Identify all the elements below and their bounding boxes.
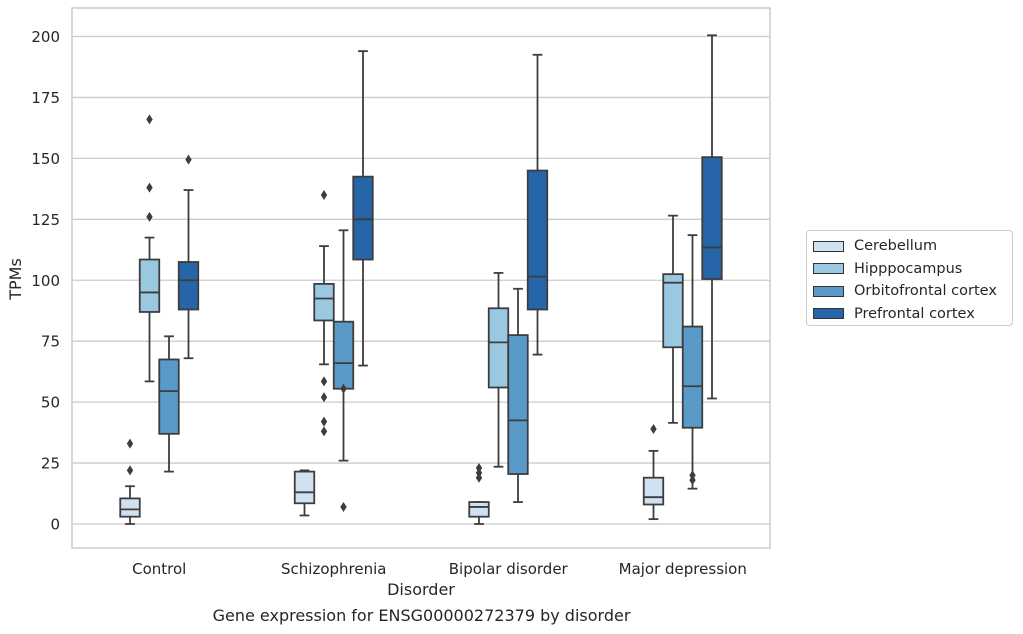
box-control-prefrontal-cortex: [177, 154, 200, 360]
legend-swatch-prefrontal-cortex: [813, 308, 844, 320]
box-body: [507, 334, 529, 475]
box-control-cerebellum: [119, 438, 141, 525]
legend-swatch-orbitofrontal-cortex: [813, 285, 844, 297]
box-body: [293, 470, 316, 505]
box-body: [526, 169, 549, 311]
y-tick-label-125: 125: [31, 211, 60, 229]
box-major-depression-prefrontal-cortex: [701, 34, 723, 400]
legend-item-cerebellum: Cerebellum: [813, 235, 1012, 258]
outlier-point-0: [340, 501, 347, 512]
box-bipolar-disorder-orbitofrontal-cortex: [507, 287, 529, 503]
box-body: [158, 358, 180, 435]
box-body: [642, 476, 665, 506]
box-body: [681, 325, 704, 429]
legend-label-hippocampus: Hipppocampus: [854, 260, 963, 277]
y-tick-labels: 0 25 50 75 100 125 150 175 200: [31, 28, 60, 534]
box-bipolar-disorder-hipppocampus: [487, 272, 510, 468]
outlier-point-0: [650, 423, 657, 434]
outlier-point-3: [320, 376, 328, 387]
box-body: [468, 501, 490, 518]
box-major-depression-orbitofrontal-cortex: [681, 234, 704, 490]
box-schizophrenia-prefrontal-cortex: [352, 50, 374, 367]
outlier-point-1: [340, 383, 347, 394]
outlier-point-0: [126, 465, 134, 476]
y-tick-label-50: 50: [41, 394, 60, 412]
outlier-point-0: [146, 211, 153, 222]
box-body: [138, 258, 161, 313]
y-axis-label: TPMs: [6, 258, 25, 301]
y-tick-label-100: 100: [31, 272, 60, 290]
y-tick-label-25: 25: [41, 455, 60, 473]
legend-label-cerebellum: Cerebellum: [854, 238, 938, 255]
y-tick-label-0: 0: [50, 516, 60, 534]
legend-label-prefrontal-cortex: Prefrontal cortex: [854, 305, 975, 322]
outlier-point-2: [475, 462, 483, 473]
outlier-point-2: [320, 392, 328, 403]
box-body: [332, 320, 355, 390]
box-schizophrenia-hipppocampus: [313, 189, 335, 437]
x-tick-label-schizophrenia: Schizophrenia: [281, 560, 386, 578]
legend: Cerebellum Hipppocampus Orbitofrontal co…: [806, 230, 1013, 326]
y-tick-label-175: 175: [31, 89, 60, 107]
legend-swatch-cerebellum: [813, 240, 844, 252]
legend-item-prefrontal-cortex: Prefrontal cortex: [813, 303, 1012, 326]
x-tick-label-bipolar-disorder: Bipolar disorder: [449, 560, 569, 578]
x-axis-label: Disorder: [387, 580, 455, 599]
box-control-hipppocampus: [138, 114, 161, 383]
x-tick-label-control: Control: [132, 560, 186, 578]
y-tick-label-75: 75: [41, 333, 60, 351]
y-tick-label-200: 200: [31, 28, 60, 46]
outlier-point-1: [689, 470, 696, 481]
outlier-point-1: [126, 438, 134, 449]
box-major-depression-cerebellum: [642, 423, 665, 521]
box-body: [177, 261, 200, 311]
outlier-point-1: [320, 416, 328, 427]
outlier-point-0: [185, 154, 192, 165]
box-major-depression-hipppocampus: [662, 214, 684, 424]
legend-item-orbitofrontal-cortex: Orbitofrontal cortex: [813, 280, 1012, 303]
box-schizophrenia-orbitofrontal-cortex: [332, 229, 355, 512]
box-series: [119, 34, 723, 525]
legend-swatch-hippocampus: [813, 263, 844, 275]
box-schizophrenia-cerebellum: [293, 469, 316, 517]
outlier-point-2: [146, 114, 153, 125]
box-body: [662, 273, 684, 349]
box-body: [119, 497, 141, 518]
y-tick-label-150: 150: [31, 150, 60, 168]
outlier-point-4: [320, 189, 328, 200]
box-body: [701, 156, 723, 280]
chart-caption: Gene expression for ENSG00000272379 by d…: [212, 606, 631, 625]
grid-lines: [72, 35, 770, 525]
box-body: [313, 283, 335, 322]
x-tick-labels: Control Schizophrenia Bipolar disorder Majo…: [132, 560, 747, 578]
outlier-point-1: [146, 182, 153, 193]
box-body: [487, 307, 510, 389]
legend-label-orbitofrontal-cortex: Orbitofrontal cortex: [854, 283, 997, 300]
outlier-point-0: [320, 426, 328, 437]
box-bipolar-disorder-cerebellum: [468, 462, 490, 525]
box-bipolar-disorder-prefrontal-cortex: [526, 53, 549, 356]
box-body: [352, 175, 374, 261]
legend-item-hippocampus: Hipppocampus: [813, 258, 1012, 281]
box-control-orbitofrontal-cortex: [158, 335, 180, 473]
x-tick-label-major-depression: Major depression: [619, 560, 747, 578]
